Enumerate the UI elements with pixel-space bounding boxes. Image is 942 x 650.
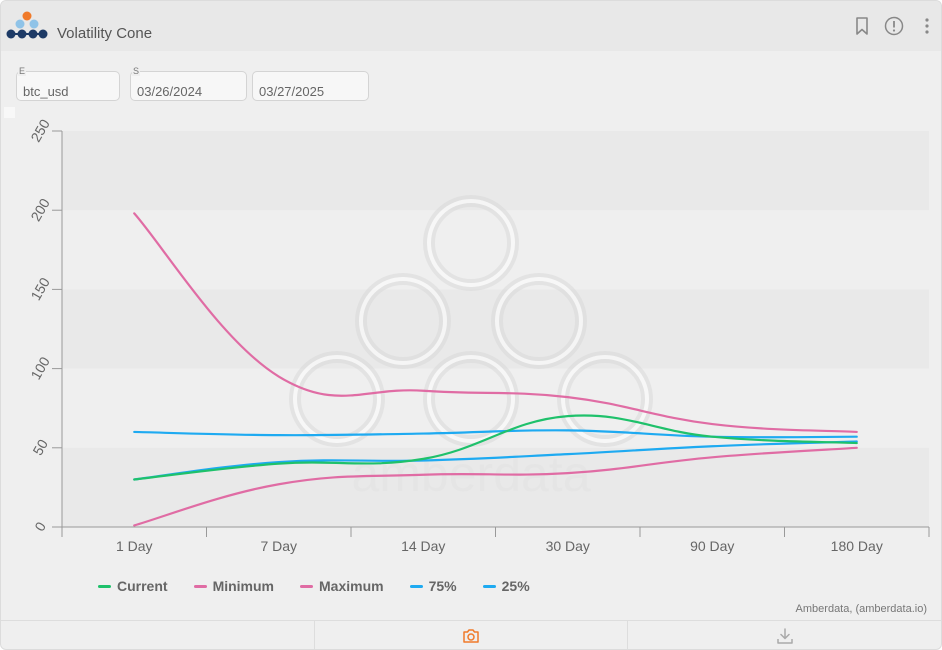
legend-label: 75% bbox=[428, 578, 457, 594]
x-tick-label: 30 Day bbox=[546, 538, 590, 554]
widget-footer bbox=[1, 620, 941, 649]
download-button[interactable] bbox=[628, 621, 941, 649]
legend-label: Current bbox=[117, 578, 168, 594]
x-tick-label: 7 Day bbox=[260, 538, 297, 554]
info-icon[interactable] bbox=[884, 16, 904, 36]
footer-spacer bbox=[1, 621, 315, 649]
series-line-current bbox=[133, 414, 858, 481]
camera-icon bbox=[463, 628, 479, 643]
series-line-minimum bbox=[133, 446, 858, 527]
widget-header: Volatility Cone bbox=[1, 1, 941, 51]
legend-item-minimum[interactable]: Minimum bbox=[193, 578, 275, 594]
y-tick-label: 50 bbox=[29, 436, 51, 458]
plot-band bbox=[62, 131, 929, 211]
series-line-p25 bbox=[133, 440, 858, 481]
legend-item-maximum[interactable]: Maximum bbox=[300, 578, 384, 594]
y-tick-label: 0 bbox=[31, 519, 49, 534]
reset-zoom-handle[interactable] bbox=[4, 107, 15, 118]
legend-label: Maximum bbox=[319, 578, 384, 594]
legend-swatch bbox=[193, 584, 207, 588]
legend-swatch bbox=[98, 584, 111, 588]
bookmark-icon[interactable] bbox=[852, 16, 872, 36]
legend-label: Minimum bbox=[212, 578, 275, 594]
legend-item-current[interactable]: Current bbox=[98, 578, 168, 594]
download-icon bbox=[776, 627, 793, 644]
amberdata-logo-icon bbox=[6, 11, 48, 39]
chart-legend: Current Minimum Maximum 75% 25% bbox=[98, 577, 556, 595]
more-vertical-icon[interactable] bbox=[917, 16, 937, 36]
x-tick-label: 1 Day bbox=[116, 538, 153, 554]
plot-bands bbox=[62, 131, 929, 527]
legend-item-p75[interactable]: 75% bbox=[409, 578, 457, 594]
start-date-input[interactable]: 03/26/2024 bbox=[130, 71, 247, 101]
x-tick-label: 14 Day bbox=[401, 538, 445, 554]
y-tick-label: 100 bbox=[27, 354, 53, 382]
series-line-p75 bbox=[133, 429, 858, 439]
asset-value: btc_usd bbox=[23, 84, 69, 99]
start-date-field-label: S bbox=[132, 66, 141, 76]
y-tick-label: 150 bbox=[27, 275, 53, 303]
chart-credit: Amberdata, (amberdata.io) bbox=[795, 603, 927, 615]
x-tick-label: 180 Day bbox=[831, 538, 883, 554]
legend-swatch bbox=[482, 584, 496, 588]
legend-label: 25% bbox=[501, 578, 530, 594]
end-date-value: 03/27/2025 bbox=[259, 84, 325, 99]
start-date-value: 03/26/2024 bbox=[137, 84, 203, 99]
x-tick-label: 90 Day bbox=[690, 538, 734, 554]
legend-swatch bbox=[300, 584, 314, 588]
legend-item-p25[interactable]: 25% bbox=[482, 578, 530, 594]
y-tick-label: 250 bbox=[27, 116, 53, 144]
plot-band bbox=[62, 447, 929, 527]
end-date-input[interactable]: 03/27/2025 bbox=[252, 71, 369, 101]
snapshot-button[interactable] bbox=[315, 621, 629, 649]
legend-swatch bbox=[409, 584, 423, 588]
asset-field-label: E bbox=[18, 66, 27, 76]
chart-series bbox=[133, 212, 858, 527]
y-tick-label: 200 bbox=[27, 195, 53, 223]
series-line-maximum bbox=[133, 212, 858, 434]
asset-input[interactable]: btc_usd bbox=[16, 71, 120, 101]
widget-title: Volatility Cone bbox=[57, 25, 153, 42]
